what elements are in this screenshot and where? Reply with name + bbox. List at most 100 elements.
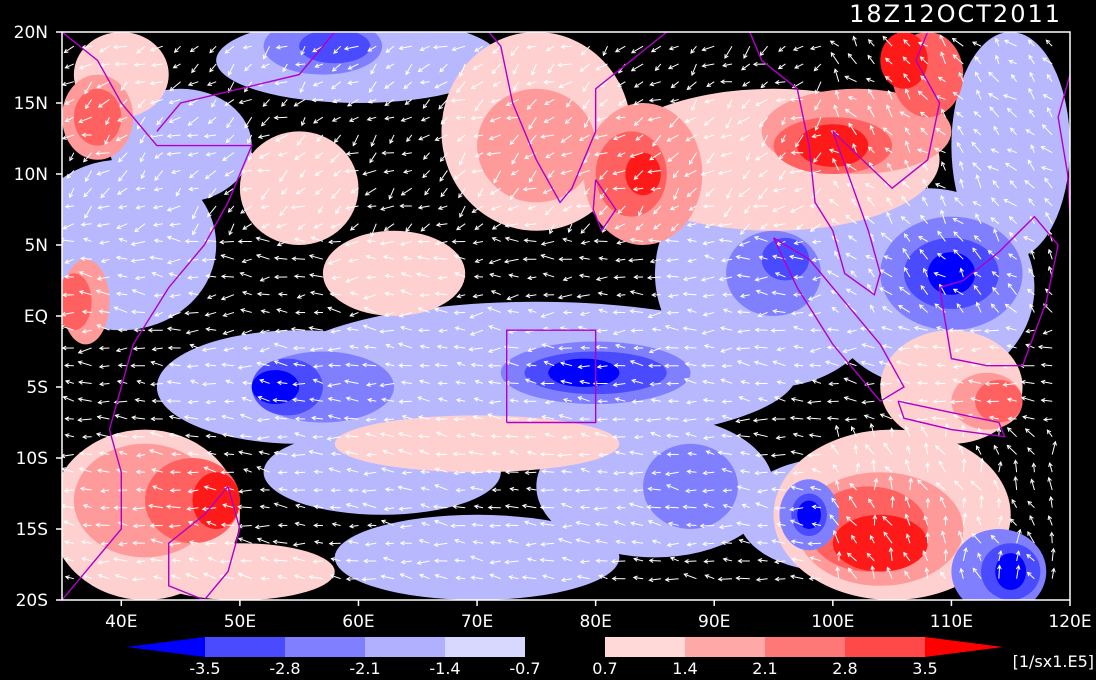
wind-vector-head [615,505,621,511]
wind-vector [348,63,359,70]
wind-vector-head [316,137,322,143]
wind-vector [1007,345,1017,349]
wind-vector-head [997,564,1002,570]
wind-vector [420,345,430,349]
wind-vector-head [114,414,120,419]
wind-vector-head [505,433,510,439]
wind-vector-head [794,64,800,69]
wind-vector-head [542,272,548,277]
wind-vector-head [575,203,581,209]
wind-vector [346,559,359,562]
wind-vector-head [774,505,780,511]
wind-vector [383,557,395,562]
wind-vector [63,520,75,526]
wind-vector-head [996,497,1002,503]
wind-vector-head [789,254,795,260]
wind-vector [540,523,555,526]
wind-vector-head [897,414,903,419]
wind-vector [866,78,875,83]
wind-vector [683,276,697,281]
wind-vector [331,453,341,455]
wind-vector [849,496,857,508]
wind-vector-head [651,327,657,332]
wind-vector [920,111,928,118]
wind-vector [810,45,822,50]
wind-vector [896,361,911,367]
wind-vector [97,169,110,175]
wind-vector [670,557,679,562]
wind-vector-head [846,163,851,168]
wind-vector-head [771,207,777,213]
wind-vector [85,99,93,109]
wind-vector [150,81,163,85]
wind-vector [330,329,341,333]
wind-vector [836,480,840,491]
wind-vector-head [868,161,874,167]
wind-vector [459,205,466,218]
wind-vector [936,95,946,100]
wind-vector [848,235,857,242]
wind-vector-head [717,222,723,228]
wind-vector-head [273,274,279,280]
wind-vector-head [976,515,981,521]
wind-vector [724,45,733,59]
wind-vector-head [139,157,145,163]
wind-vector-head [206,81,212,87]
wind-vector [631,45,644,54]
wind-vector-head [758,194,763,200]
vorticity-contour [995,553,1027,591]
wind-vector-head [345,558,351,563]
wind-vector-head [582,104,587,110]
wind-vector-head [100,258,106,263]
wind-vector-head [422,173,427,179]
wind-vector-head [753,431,759,437]
wind-vector-head [718,237,724,243]
wind-vector [755,471,768,474]
wind-vector-head [720,540,726,546]
wind-vector [292,399,306,402]
wind-vector [703,311,715,316]
wind-vector [85,170,93,182]
wind-vector-head [147,327,153,333]
wind-vector-head [309,272,315,278]
wind-vector [1027,531,1035,544]
wind-vector [649,559,661,562]
wind-vector-head [1029,515,1034,520]
wind-vector-head [205,273,211,279]
wind-vector [202,258,217,261]
wind-vector-head [379,432,385,437]
wind-vector [370,223,377,237]
wind-vector-head [273,115,279,121]
wind-vector [155,311,163,317]
wind-vector-head [131,506,137,512]
wind-vector-head [720,134,726,139]
colorbar-swatch [525,637,605,657]
wind-vector [274,116,288,119]
wind-vector [238,537,252,544]
wind-vector [1027,447,1035,455]
wind-vector-head [438,104,443,110]
wind-vector-head [345,151,351,156]
wind-vector [350,311,359,317]
wind-vector-head [118,450,124,456]
wind-vector-head [1015,550,1021,556]
wind-vector-head [739,293,745,299]
wind-vector-head [365,417,371,423]
wind-vector-head [292,381,298,387]
wind-vector [154,152,164,159]
wind-vector-head [649,81,655,87]
wind-vector-head [684,172,690,177]
wind-vector-head [97,399,103,405]
wind-vector [524,223,537,226]
wind-vector-head [736,273,742,279]
wind-vector-head [703,121,709,126]
wind-vector-head [1049,531,1055,537]
wind-vector [456,435,466,438]
wind-vector [973,129,982,136]
wind-vector-head [1010,74,1016,79]
wind-vector [225,170,235,177]
wind-vector [118,521,128,526]
wind-vector-head [168,432,174,438]
wind-vector [891,428,893,437]
wind-vector [776,98,786,101]
